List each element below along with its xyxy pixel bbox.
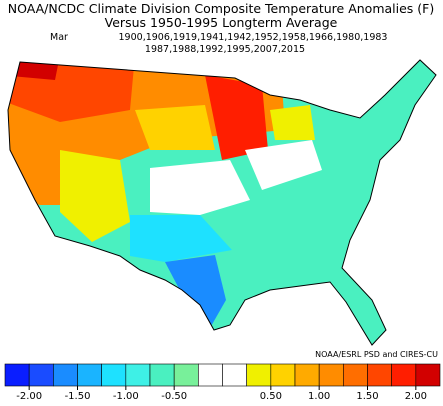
tick-label: -2.00 — [16, 391, 42, 402]
color-box — [222, 363, 247, 387]
color-box — [149, 363, 175, 387]
month: Mar — [50, 32, 68, 43]
tick-label: 0.50 — [260, 391, 282, 402]
years-line: 1987,1988,1992,1995,2007,2015 — [145, 44, 305, 55]
subtitle: Versus 1950-1995 Longterm Average — [105, 15, 338, 30]
tick-label: -1.00 — [113, 391, 139, 402]
tick-label: 2.00 — [405, 391, 427, 402]
color-box — [28, 363, 54, 387]
color-box — [391, 363, 417, 387]
title: NOAA/NCDC Climate Division Composite Tem… — [8, 1, 434, 16]
color-box — [415, 363, 441, 387]
years-line: 1900,1906,1919,1941,1942,1952,1958,1966,… — [119, 32, 388, 43]
color-box — [294, 363, 320, 387]
colorbar: -2.00 -1.50 -1.00 -0.50 0.50 1.00 1.50 2.00 — [4, 363, 441, 402]
color-box — [343, 363, 368, 387]
tick-label: 1.00 — [308, 391, 330, 402]
color-box — [53, 363, 78, 387]
tick-label: -1.50 — [65, 391, 91, 402]
color-box — [173, 363, 199, 387]
credit: NOAA/ESRL PSD and CIRES-CU — [315, 350, 438, 359]
color-box — [101, 363, 127, 387]
tick-label: -0.50 — [161, 391, 187, 402]
color-box — [318, 363, 344, 387]
color-box — [4, 363, 30, 387]
color-box — [246, 363, 272, 387]
color-box — [198, 363, 223, 387]
color-box — [270, 363, 296, 387]
tick-label: 1.50 — [356, 391, 378, 402]
color-box — [77, 363, 102, 387]
color-box — [125, 363, 151, 387]
color-box — [367, 363, 392, 387]
